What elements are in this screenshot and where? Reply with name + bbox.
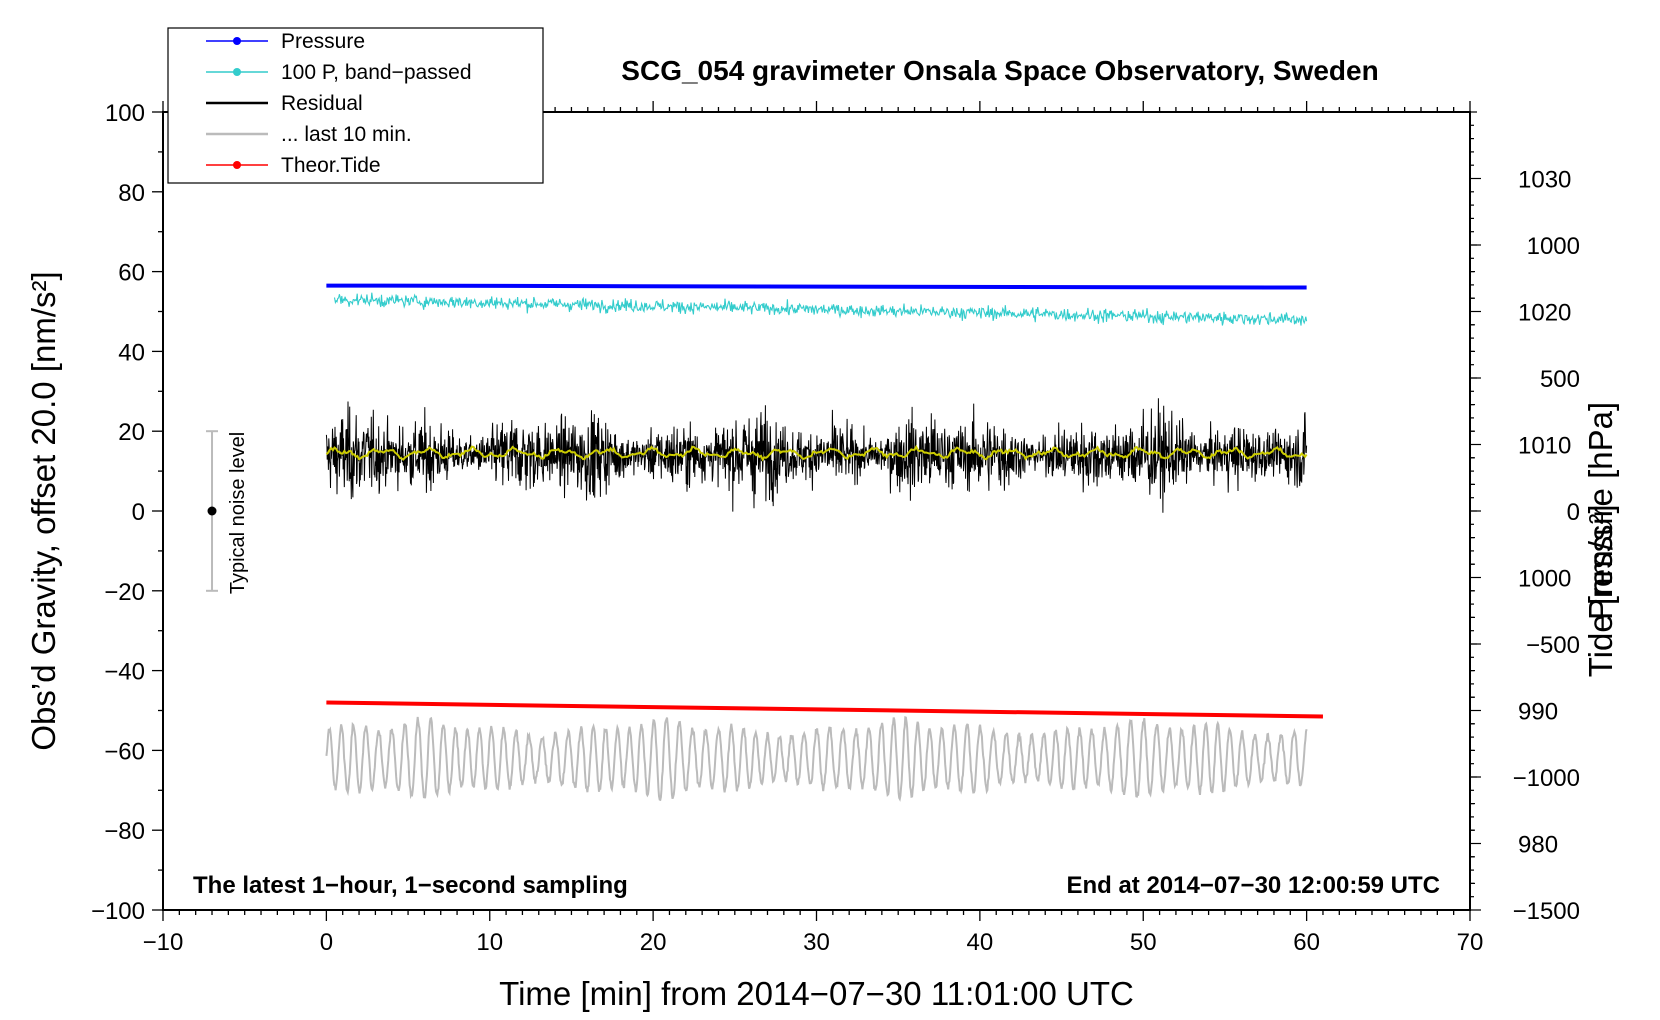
pressure-line	[326, 283, 1307, 290]
legend-label: Residual	[281, 92, 363, 115]
last-10-min-line	[325, 716, 1308, 802]
pressure-tick-label: 1010	[1518, 433, 1571, 460]
y-tick-label: −20	[104, 579, 145, 606]
y-axis-tide: −1500 −1000 −500 0 500 1000	[1470, 233, 1580, 925]
pressure-tick-label: 1030	[1518, 167, 1571, 194]
gravity-series-layer	[325, 283, 1323, 802]
x-tick-label: 60	[1293, 929, 1320, 956]
x-tick-label: 40	[967, 929, 994, 956]
tide-tick-label: −500	[1526, 632, 1580, 659]
x-axis-title: Time [min] from 2014−07−30 11:01:00 UTC	[499, 975, 1134, 1012]
noise-level-label: Typical noise level	[227, 432, 249, 594]
y-tick-label: 0	[132, 499, 145, 526]
tide-tick-label: −1500	[1513, 898, 1580, 925]
x-tick-label: 0	[320, 929, 333, 956]
x-axis: −10 0 10 20 30 40 50 60 70	[143, 101, 1484, 956]
y-tick-label: 60	[118, 260, 145, 287]
y-axis-pressure: 980 990 1000 1010 1020 1030	[1470, 111, 1571, 898]
x-tick-label: 30	[803, 929, 830, 956]
x-tick-label: 10	[476, 929, 503, 956]
noise-center-dot	[207, 506, 217, 516]
y-axis-tide-title: Tide [nm/s²]	[1582, 504, 1619, 677]
y-axis-left: −100 −80 −60 −40 −20 0 20 40 60 80 100	[91, 100, 163, 925]
y-axis-left-title: Obs’d Gravity, offset 20.0 [nm/s²]	[25, 271, 62, 750]
legend-marker	[233, 37, 241, 45]
chart-title: SCG_054 gravimeter Onsala Space Observat…	[621, 55, 1378, 86]
legend-box	[167, 27, 544, 184]
x-tick-label: 50	[1130, 929, 1157, 956]
legend-marker	[233, 68, 241, 76]
legend-marker	[233, 161, 241, 169]
legend: Pressure 100 P, band−passed Residual ... la…	[167, 27, 544, 184]
tide-tick-label: 500	[1540, 366, 1580, 393]
y-tick-label: 20	[118, 419, 145, 446]
sampling-annotation: The latest 1−hour, 1−second sampling	[193, 872, 628, 899]
tide-tick-label: 1000	[1527, 233, 1580, 260]
residual-line	[325, 398, 1308, 513]
y-tick-label: −100	[91, 898, 145, 925]
tide-tick-label: −1000	[1513, 765, 1580, 792]
pressure-tick-label: 1020	[1518, 300, 1571, 327]
x-tick-label: 70	[1457, 929, 1484, 956]
x-tick-label: −10	[143, 929, 184, 956]
y-tick-label: −40	[104, 659, 145, 686]
tide-tick-label: 0	[1567, 499, 1580, 526]
y-tick-label: −60	[104, 738, 145, 765]
legend-label: Pressure	[281, 30, 365, 53]
y-tick-label: 100	[105, 100, 145, 127]
y-axis-pressure-title: Pressure [hPa]	[1582, 402, 1619, 620]
end-time-annotation: End at 2014−07−30 12:00:59 UTC	[1066, 872, 1440, 899]
theoretical-tide-line	[326, 700, 1323, 719]
legend-label: 100 P, band−passed	[281, 61, 472, 84]
y-tick-label: −80	[104, 818, 145, 845]
bandpassed-pressure-line	[333, 292, 1308, 326]
legend-label: ... last 10 min.	[281, 123, 412, 146]
pressure-tick-label: 980	[1518, 832, 1558, 859]
x-tick-label: 20	[640, 929, 667, 956]
y-tick-label: 80	[118, 180, 145, 207]
pressure-tick-label: 990	[1518, 699, 1558, 726]
legend-label: Theor.Tide	[281, 154, 381, 177]
noise-level-indicator	[206, 430, 219, 592]
pressure-tick-label: 1000	[1518, 566, 1571, 593]
y-tick-label: 40	[118, 339, 145, 366]
residual-smoothed-line	[325, 444, 1308, 462]
